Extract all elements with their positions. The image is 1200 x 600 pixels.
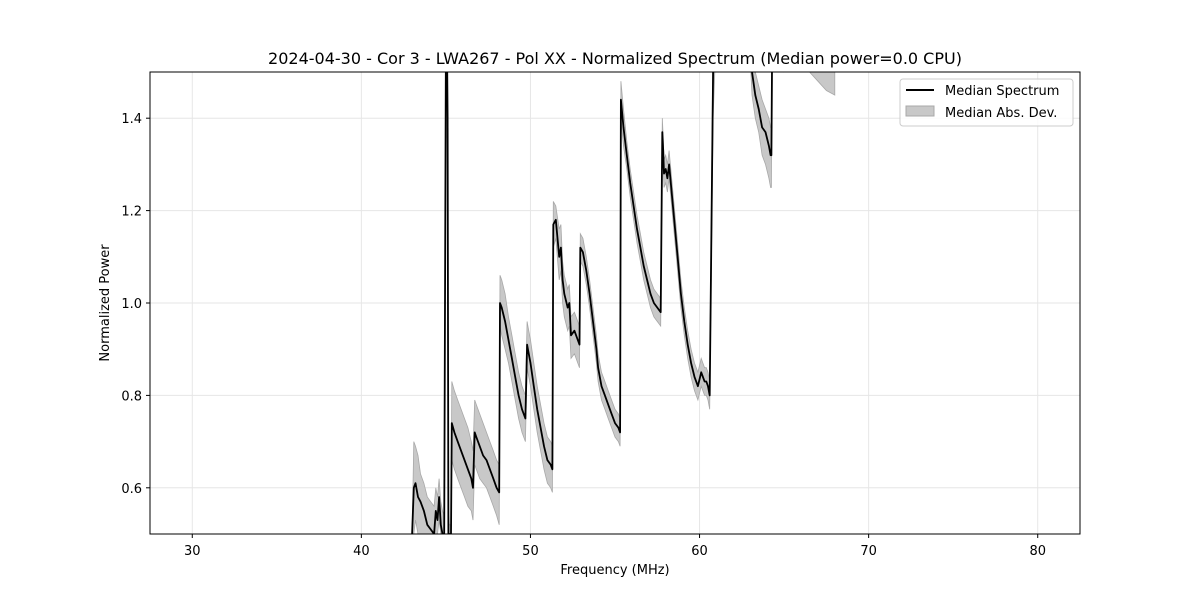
x-tick-label-0: 30 xyxy=(184,544,201,559)
legend-entry-median-abs-dev: Median Abs. Dev. xyxy=(945,106,1057,121)
x-axis-label: Frequency (MHz) xyxy=(560,563,669,578)
y-tick-label-2: 1.0 xyxy=(121,297,142,312)
legend: Median Spectrum Median Abs. Dev. xyxy=(899,78,1074,127)
x-tick-label-5: 80 xyxy=(1029,544,1046,559)
chart-title: 2024-04-30 - Cor 3 - LWA267 - Pol XX - N… xyxy=(268,49,962,68)
grid-lines xyxy=(150,72,1080,534)
y-tick-label-0: 0.6 xyxy=(121,482,142,497)
legend-entry-median-spectrum: Median Spectrum xyxy=(945,84,1059,99)
legend-box xyxy=(899,78,1074,127)
x-tick-label-3: 60 xyxy=(691,544,708,559)
x-tick-label-1: 40 xyxy=(353,544,370,559)
y-tick-label-4: 1.4 xyxy=(121,112,142,127)
median-abs-dev-band xyxy=(411,72,773,534)
y-tick-label-1: 0.8 xyxy=(121,389,142,404)
median-spectrum-line xyxy=(411,72,773,534)
legend-band-swatch xyxy=(905,105,935,117)
x-tick-label-4: 70 xyxy=(860,544,877,559)
x-tick-label-2: 50 xyxy=(522,544,539,559)
y-axis-label: Normalized Power xyxy=(98,244,113,362)
plot-area xyxy=(411,72,836,534)
y-tick-label-3: 1.2 xyxy=(121,205,142,220)
median-abs-dev-band-upper xyxy=(783,72,836,96)
axis-ticks: 30 40 50 60 70 80 0.6 0.8 1.0 1.2 1.4 xyxy=(121,112,1046,559)
